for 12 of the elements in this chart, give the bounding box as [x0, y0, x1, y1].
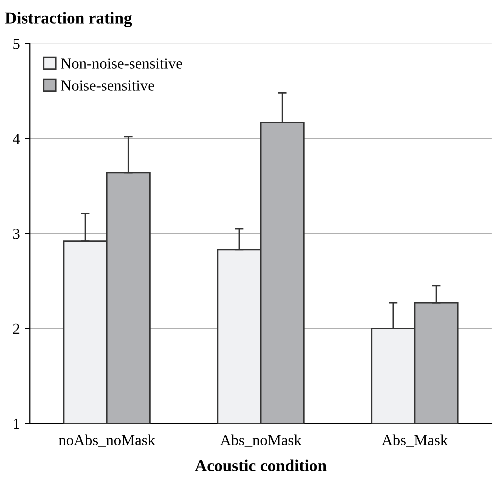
legend-label: Non-noise-sensitive	[61, 58, 182, 69]
x-tick-label: noAbs_noMask	[59, 434, 156, 448]
x-tick-label: Abs_noMask	[220, 434, 302, 448]
y-tick-label: 2	[13, 324, 20, 334]
chart-title: Distraction rating	[5, 12, 132, 28]
y-tick-label: 4	[13, 134, 20, 144]
y-tick-label: 1	[14, 418, 20, 429]
legend-label: Noise-sensitive	[61, 80, 154, 91]
x-axis-title: Acoustic condition	[195, 460, 327, 472]
y-tick-label: 5	[14, 39, 20, 50]
x-tick-label: Abs_Mask	[382, 434, 448, 448]
y-tick-label: 3	[13, 228, 20, 240]
